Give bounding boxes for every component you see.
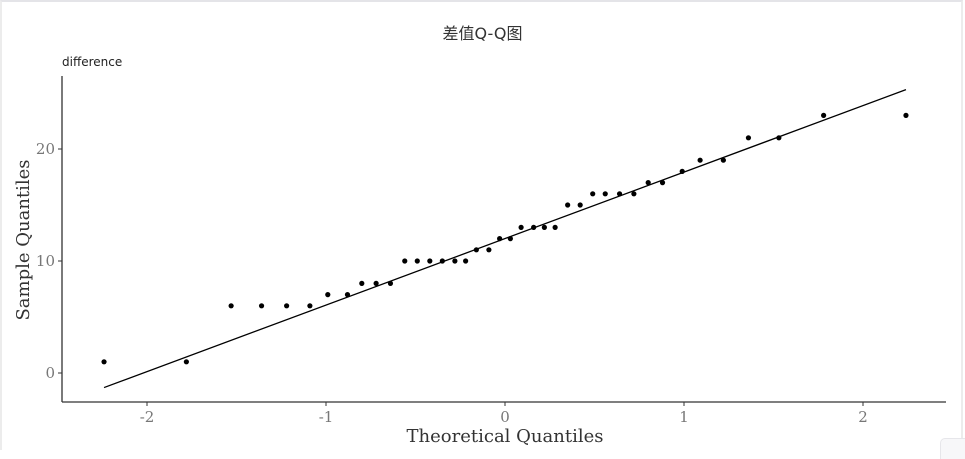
corner-widget <box>940 438 965 459</box>
y-tick-label: 0 <box>45 364 55 382</box>
data-point <box>307 303 313 309</box>
data-point <box>679 168 685 174</box>
reference-line <box>103 89 907 389</box>
data-point <box>518 224 524 230</box>
chart-title: 差值Q-Q图 <box>442 24 523 43</box>
data-point <box>439 258 445 264</box>
y-tick-label: 10 <box>36 252 55 270</box>
x-axis-title: Theoretical Quantiles <box>407 426 604 447</box>
data-point <box>565 202 571 208</box>
data-point <box>463 258 469 264</box>
data-point <box>602 191 608 197</box>
data-point <box>101 359 107 365</box>
data-point <box>473 247 479 253</box>
x-tick-label: -1 <box>319 408 334 426</box>
data-point <box>258 303 265 309</box>
data-point <box>616 191 623 197</box>
qq-reference-line <box>103 89 907 389</box>
chart-frame <box>0 0 963 450</box>
data-point <box>359 280 365 286</box>
x-tick-label: 1 <box>679 408 689 426</box>
data-point <box>507 236 513 242</box>
x-tick-label: 2 <box>858 408 868 426</box>
data-point <box>776 135 782 141</box>
data-point <box>183 359 189 365</box>
data-point <box>645 180 651 186</box>
data-point <box>659 180 666 186</box>
data-point <box>402 258 408 264</box>
data-point <box>228 303 234 309</box>
y-tick-label: 20 <box>36 140 55 158</box>
data-point <box>497 236 503 242</box>
data-point <box>373 280 379 286</box>
data-point <box>531 224 537 230</box>
data-point <box>552 224 558 230</box>
data-point <box>486 247 492 253</box>
data-point <box>414 258 420 264</box>
y-axis-title: Sample Quantiles <box>13 159 34 320</box>
data-point <box>821 112 827 118</box>
data-point <box>577 202 583 208</box>
data-points <box>101 112 909 365</box>
data-point <box>387 280 394 286</box>
data-point <box>325 292 331 298</box>
data-point <box>697 157 703 163</box>
data-point <box>590 191 596 197</box>
data-point <box>541 224 547 230</box>
data-point <box>631 191 637 197</box>
data-point <box>452 258 458 264</box>
data-point <box>427 258 433 264</box>
data-point <box>903 112 909 118</box>
data-point <box>344 292 351 298</box>
data-point <box>284 303 290 309</box>
data-point <box>720 157 726 163</box>
data-point <box>745 135 752 141</box>
chart-subtitle: difference <box>62 55 123 69</box>
x-tick-label: -2 <box>140 408 155 426</box>
x-tick-label: 0 <box>500 408 510 426</box>
